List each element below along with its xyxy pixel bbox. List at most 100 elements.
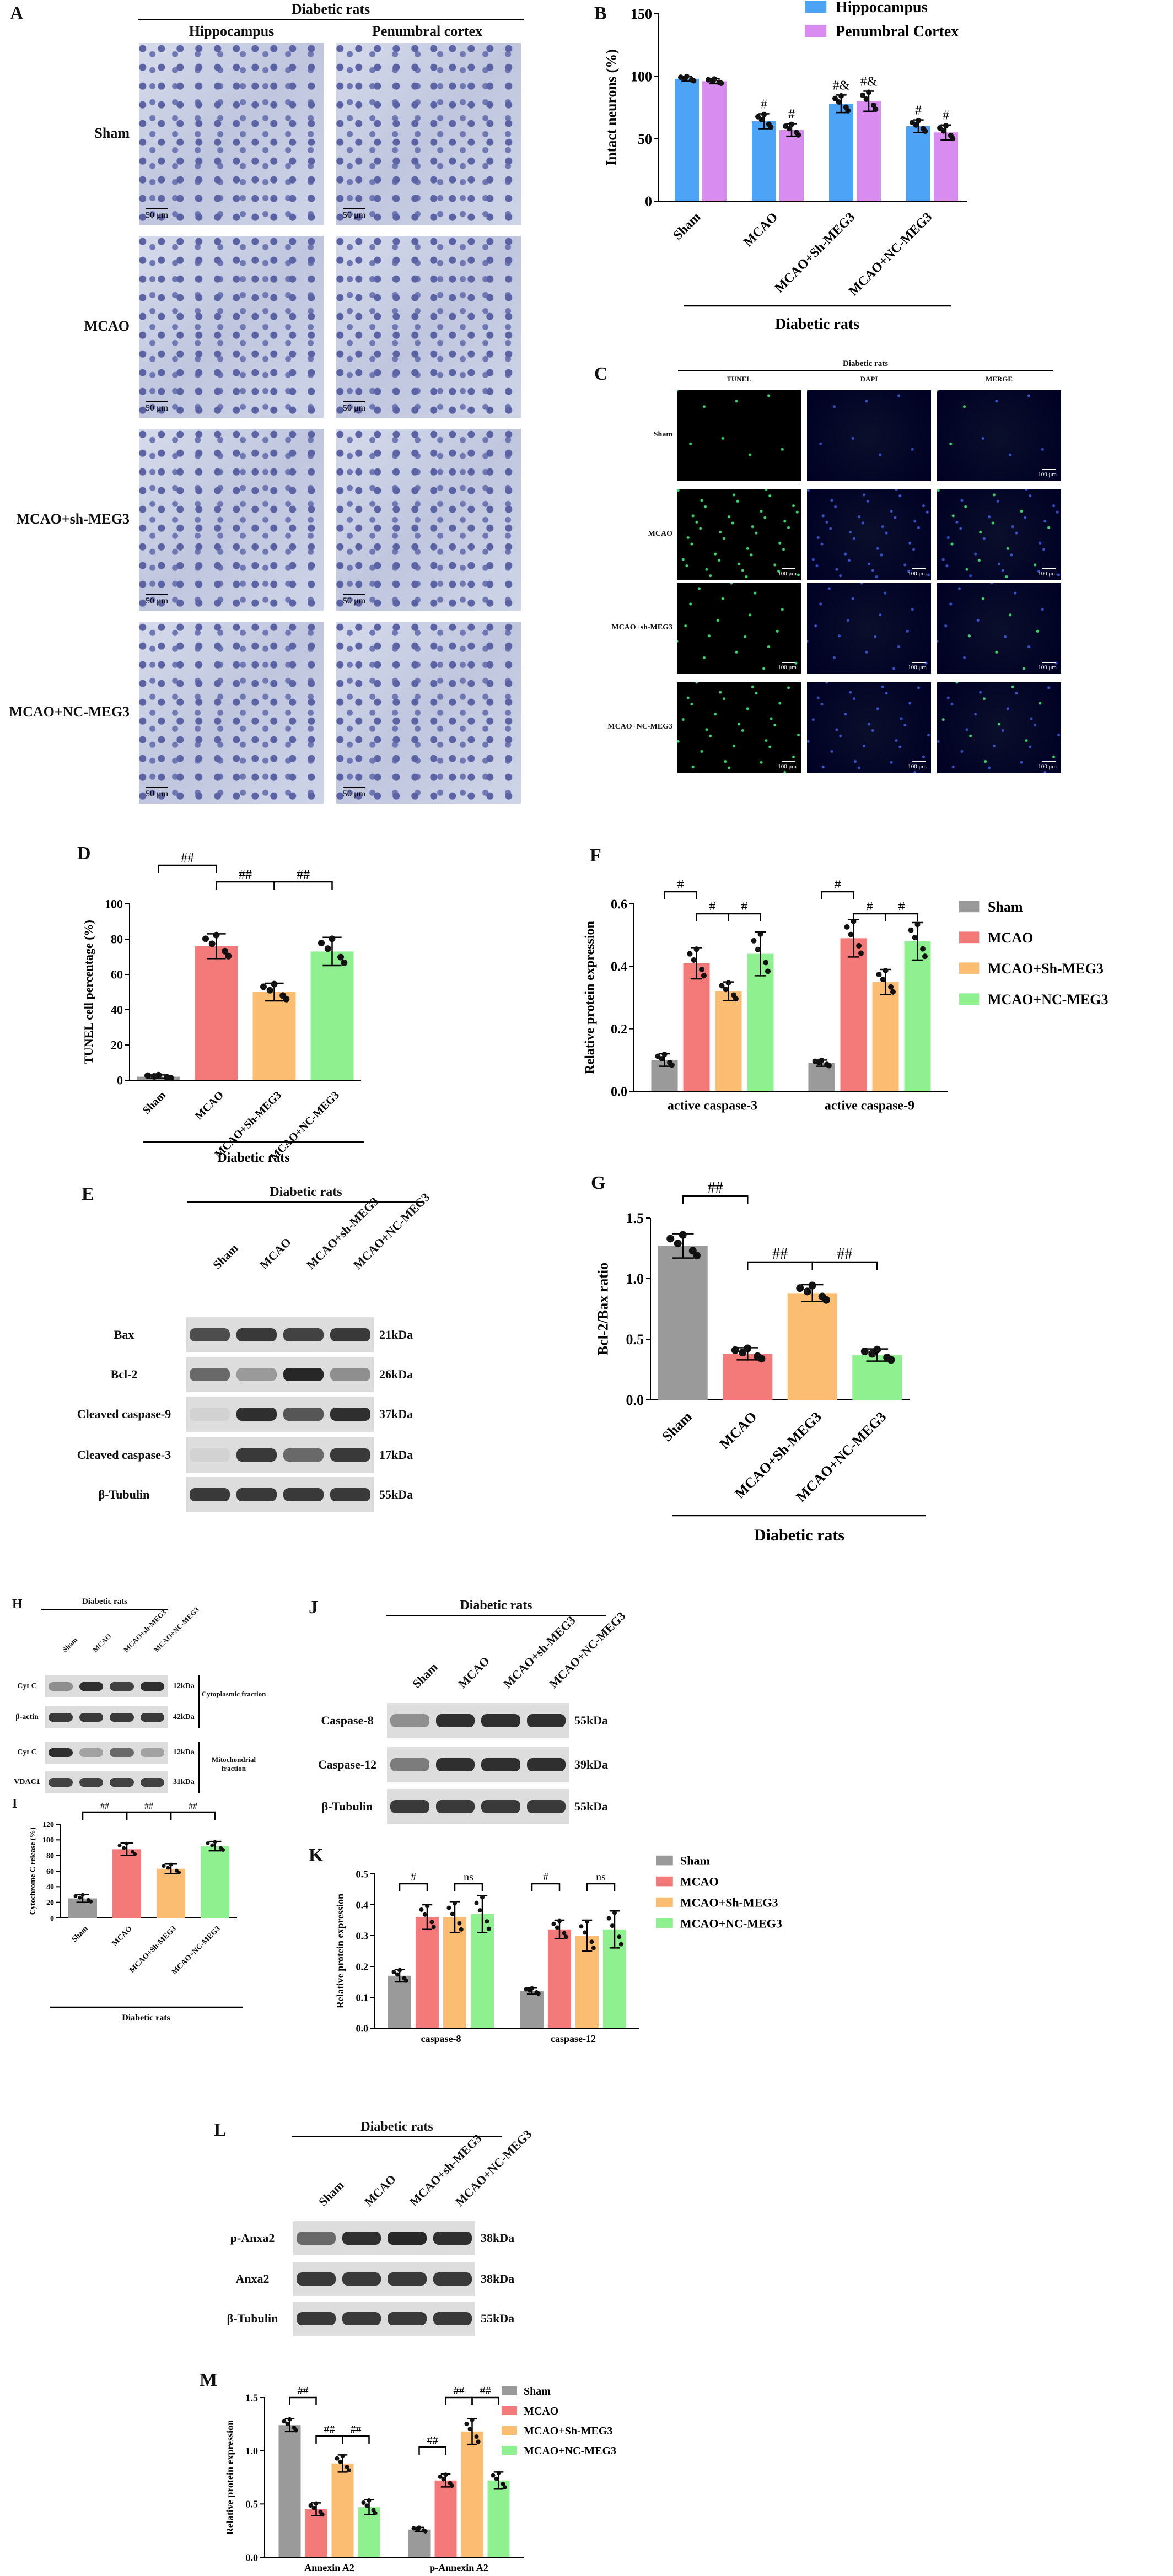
data-point xyxy=(761,111,767,117)
data-point xyxy=(78,1895,82,1900)
blot-group-line xyxy=(386,1615,606,1616)
legend-label: MCAO xyxy=(680,1874,719,1888)
data-point xyxy=(856,942,862,949)
data-point xyxy=(429,1920,434,1925)
y-tick-label: 0.0 xyxy=(356,2023,369,2034)
protein-band xyxy=(390,1758,429,1772)
protein-band xyxy=(236,1407,277,1421)
scale-bar-line xyxy=(782,568,795,569)
x-tick-label: caspase-8 xyxy=(421,2033,461,2044)
scale-bar-line xyxy=(1042,568,1056,569)
blot-kda-label: 55kDa xyxy=(379,1487,413,1501)
bar xyxy=(787,1293,837,1400)
significance-label: ns xyxy=(464,1871,473,1883)
panel-label-e: E xyxy=(82,1184,94,1204)
significance-bracket xyxy=(158,864,217,873)
panel-d-chart: 0 20 40 60 80 100 TUNEL cell percentage (%) ## #… xyxy=(82,851,364,1165)
blot-row-label: Bax xyxy=(114,1327,134,1341)
x-tick-label: MCAO xyxy=(741,210,781,250)
panel-label-c: C xyxy=(594,364,608,384)
significance-bracket xyxy=(82,1811,128,1820)
data-point xyxy=(210,1843,214,1847)
data-point xyxy=(744,1344,752,1352)
protein-band xyxy=(49,1682,73,1691)
significance-bracket xyxy=(811,1261,878,1270)
panel-label-d: D xyxy=(77,843,91,864)
data-point xyxy=(687,951,693,957)
data-point xyxy=(555,1925,559,1930)
data-point xyxy=(464,2421,469,2426)
panel-c-row-label: Sham xyxy=(653,430,672,439)
bar xyxy=(829,104,853,201)
data-point xyxy=(222,947,229,955)
blot-group-title: Diabetic rats xyxy=(270,1185,342,1199)
bar xyxy=(548,1929,571,2028)
legend-label: Sham xyxy=(524,2385,551,2397)
data-point xyxy=(876,972,882,978)
bar xyxy=(747,953,774,1091)
bar xyxy=(779,130,804,201)
significance-label: # xyxy=(835,877,841,892)
significance-bracket xyxy=(342,2435,370,2444)
data-point xyxy=(763,960,769,966)
protein-band xyxy=(526,1799,566,1814)
significance-bracket xyxy=(885,913,918,921)
y-tick-label: 80 xyxy=(46,1852,54,1861)
micrograph-texture xyxy=(139,429,324,611)
fluorescence-image: 100 μm xyxy=(937,390,1061,481)
data-point xyxy=(908,927,914,933)
data-point xyxy=(453,1901,457,1906)
data-point xyxy=(563,1934,568,1939)
protein-band xyxy=(481,1758,520,1772)
data-point xyxy=(125,1841,129,1846)
data-point xyxy=(502,2485,507,2490)
x-tick-label: MCAO+Sh-MEG3 xyxy=(772,210,858,295)
blot-group-line xyxy=(41,1609,168,1610)
legend-swatch xyxy=(656,1897,673,1907)
data-point xyxy=(480,1895,485,1900)
panel-f-chart: 0.0 0.2 0.4 0.6 Relative protein expression a… xyxy=(583,877,1109,1113)
legend-swatch xyxy=(959,931,980,944)
data-point xyxy=(718,80,724,87)
x-tick-label: active caspase-9 xyxy=(825,1099,914,1113)
scale-bar-line xyxy=(343,787,365,788)
y-tick-label: 0.0 xyxy=(626,1392,644,1408)
legend-label: MCAO+NC-MEG3 xyxy=(524,2445,616,2457)
data-point xyxy=(338,2459,343,2464)
data-point xyxy=(449,2483,454,2488)
blot-row-label: Cleaved caspase-9 xyxy=(77,1406,171,1421)
data-point xyxy=(890,989,896,995)
data-point xyxy=(863,96,869,103)
fraction-label: Cytoplasmic fraction xyxy=(201,1690,266,1698)
blot-row-label: Cyt C xyxy=(17,1748,37,1756)
data-point xyxy=(166,1866,170,1870)
blot-kda-label: 12kDa xyxy=(173,1682,195,1690)
data-point xyxy=(758,117,765,123)
data-point xyxy=(311,2505,316,2510)
panel-a-row-label: Sham xyxy=(94,125,130,141)
data-point xyxy=(266,987,273,994)
scale-bar-line xyxy=(343,208,365,209)
significance-label: ## xyxy=(189,1802,197,1811)
data-point xyxy=(476,2439,481,2444)
panel-c-col-label: TUNEL xyxy=(727,375,751,383)
blot-kda-label: 55kDa xyxy=(574,1799,609,1813)
protein-band xyxy=(433,2312,472,2325)
data-point xyxy=(346,2468,351,2473)
protein-band xyxy=(140,1778,164,1787)
fluorescence-image xyxy=(677,390,801,481)
significance-label: ## xyxy=(324,2423,335,2435)
protein-band xyxy=(435,1799,475,1814)
data-point xyxy=(796,1284,804,1292)
panel-c-group-title: Diabetic rats xyxy=(842,359,889,368)
panel-c-row-label: MCAO xyxy=(648,529,672,538)
protein-band xyxy=(236,1448,277,1462)
blot-row-label: β-actin xyxy=(15,1712,39,1721)
blot-lane-label: MCAO+NC-MEG3 xyxy=(452,2127,535,2209)
protein-band xyxy=(433,2272,472,2286)
data-point xyxy=(477,1908,482,1913)
micrograph-image: 50 μm xyxy=(139,43,324,225)
bar xyxy=(520,1991,544,2028)
bar xyxy=(358,2507,380,2557)
blot-strip xyxy=(45,1771,168,1793)
